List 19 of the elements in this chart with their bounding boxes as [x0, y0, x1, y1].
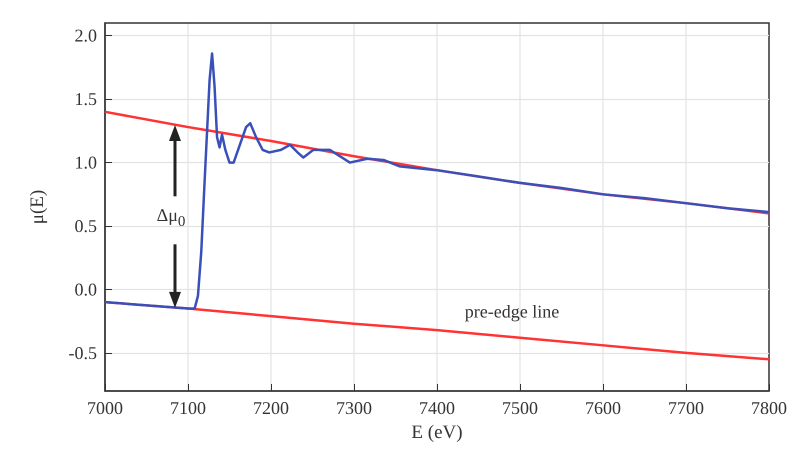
x-tick-label: 7400: [419, 398, 455, 418]
x-tick-label: 7600: [585, 398, 621, 418]
annotation: Δμ$_{0}$: [156, 205, 186, 231]
y-tick-label: -0.5: [68, 342, 97, 363]
y-tick-label: 2.0: [74, 26, 97, 46]
y-axis-title: μ(E): [27, 190, 48, 224]
x-tick-label: 7200: [253, 398, 289, 418]
x-axis-title: E (eV): [411, 422, 463, 443]
annotation: pre-edge line: [464, 302, 560, 322]
x-tick-label: 7000: [87, 398, 123, 418]
y-tick-label: 1.0: [74, 152, 97, 173]
y-tick-label: 1.5: [74, 89, 97, 110]
x-tick-label: 7100: [170, 398, 206, 418]
y-tick-label: 0.0: [74, 279, 97, 300]
x-tick-label: 7700: [668, 398, 704, 418]
x-tick-label: 7500: [502, 398, 538, 418]
x-tick-label: 7300: [336, 398, 372, 418]
x-tick-label: 7800: [751, 398, 787, 418]
y-tick-label: 0.5: [74, 216, 97, 236]
